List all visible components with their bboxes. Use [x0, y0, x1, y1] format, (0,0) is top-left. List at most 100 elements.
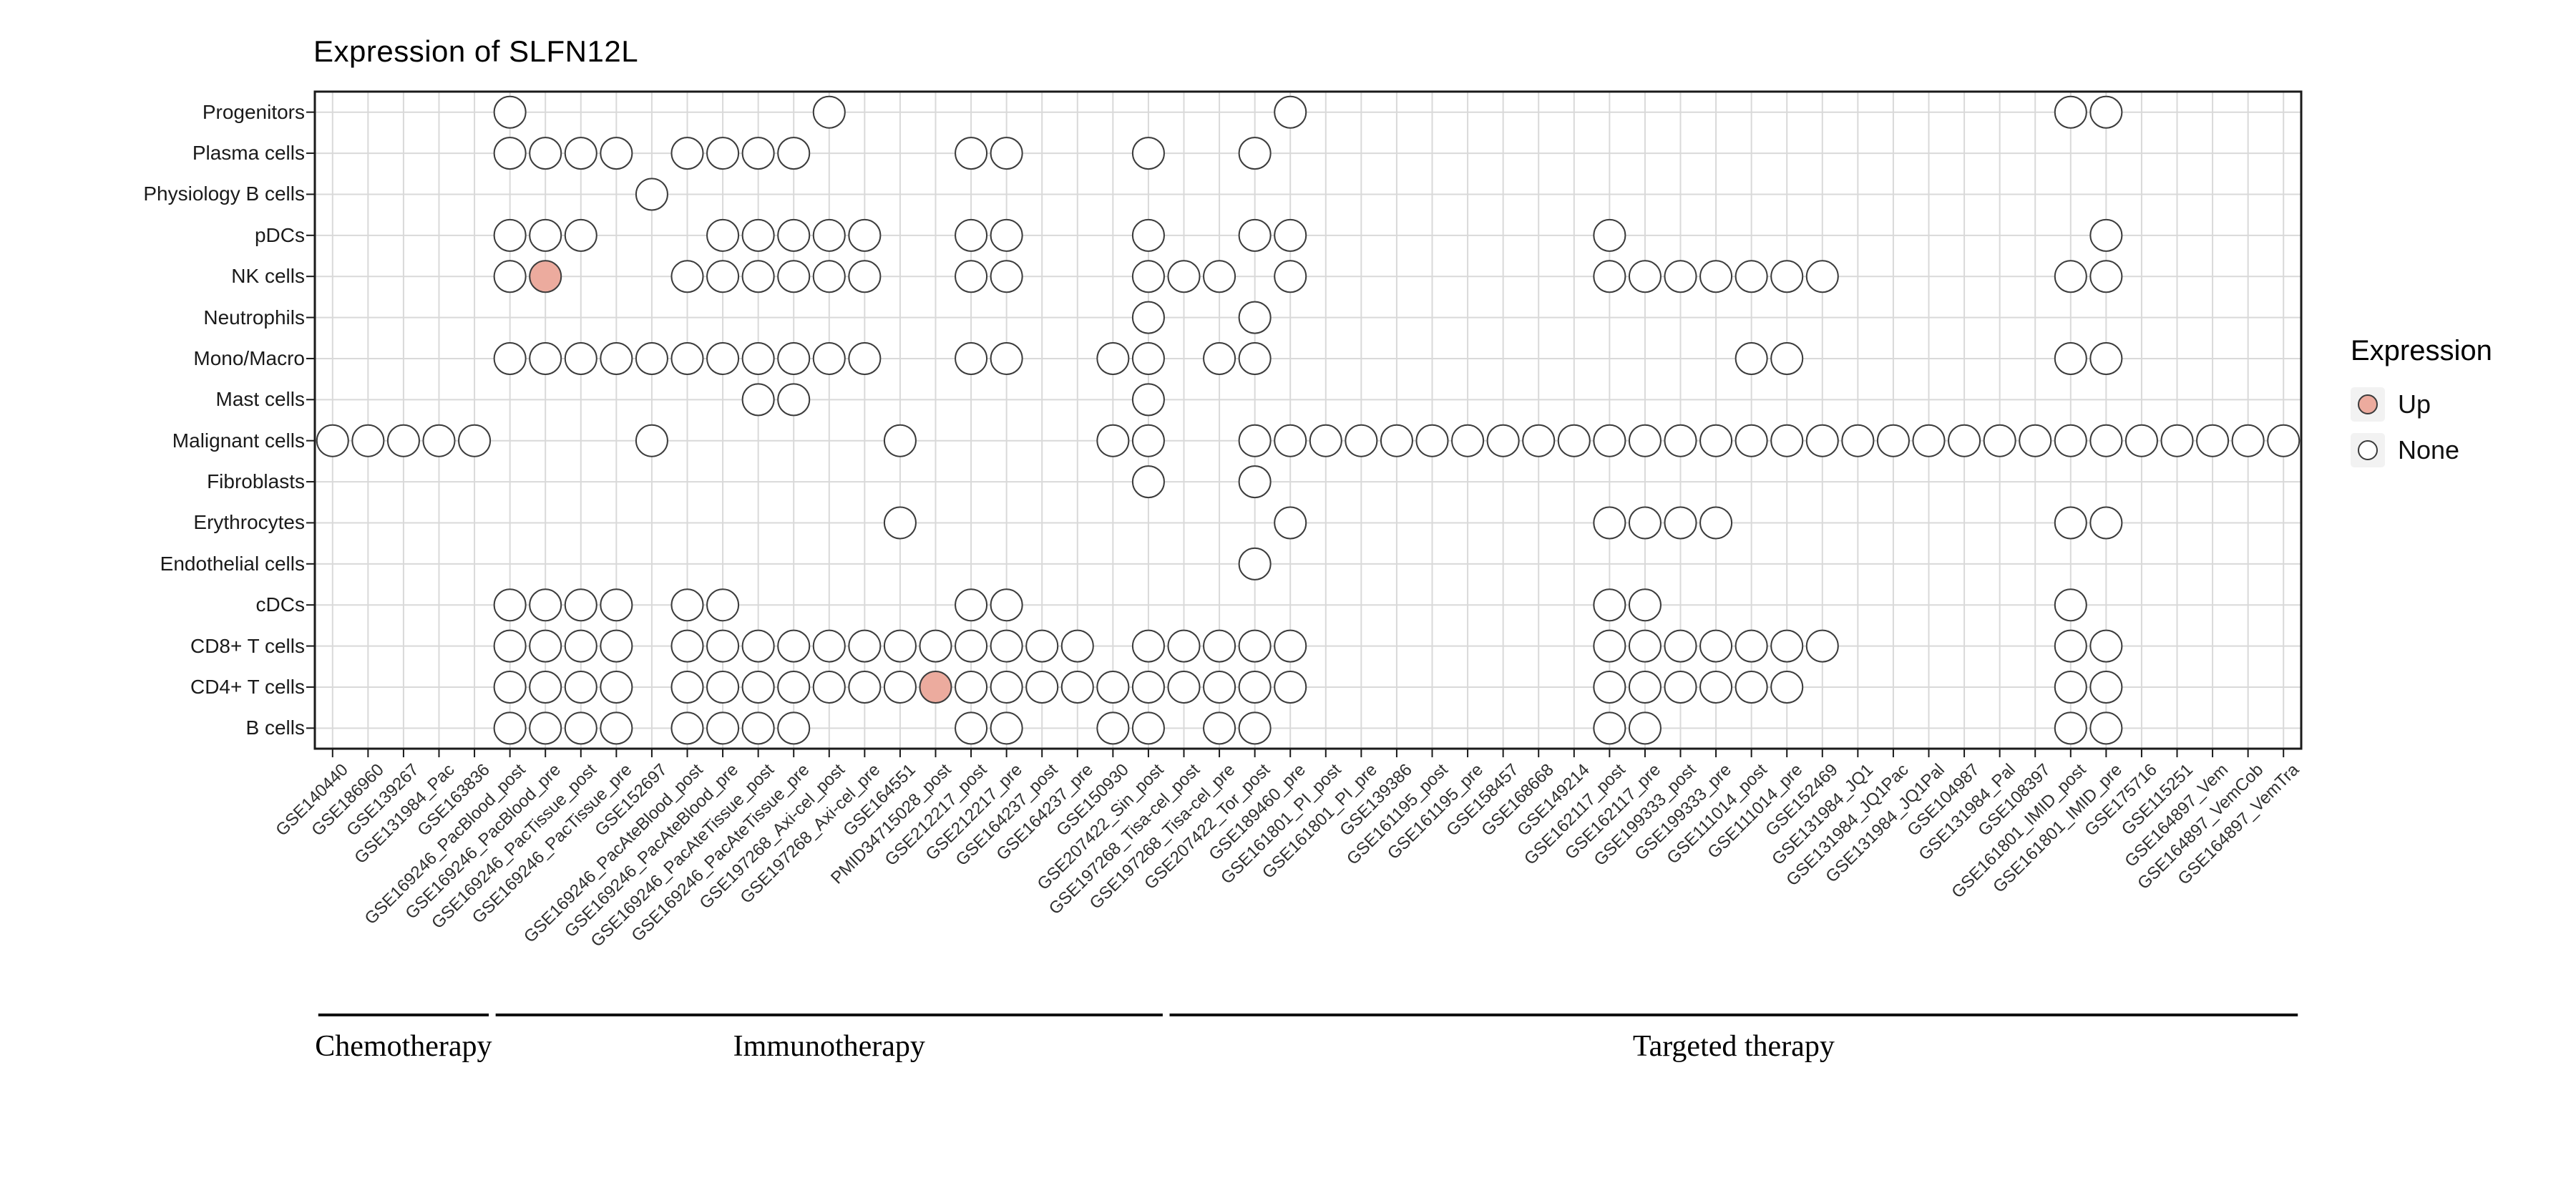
dot-none — [990, 711, 1023, 745]
dot-none — [1096, 424, 1130, 457]
dot-none — [2124, 424, 2158, 457]
dot-none — [529, 629, 562, 663]
dot-none — [564, 341, 597, 375]
dot-none — [1167, 670, 1201, 704]
dot-none — [1238, 137, 1272, 170]
dot-none — [1699, 629, 1733, 663]
dot-none — [812, 341, 846, 375]
dot-up — [529, 260, 562, 293]
dot-none — [812, 218, 846, 252]
dot-none — [670, 711, 704, 745]
dot-none — [2054, 506, 2087, 540]
dot-none — [955, 260, 988, 293]
legend-up-dot — [2358, 394, 2378, 414]
dot-none — [2054, 341, 2087, 375]
dot-none — [1593, 260, 1626, 293]
dot-none — [777, 137, 811, 170]
dot-none — [990, 670, 1023, 704]
dot-none — [1593, 711, 1626, 745]
dot-none — [706, 137, 740, 170]
dot-none — [670, 670, 704, 704]
dot-none — [1131, 465, 1165, 499]
dot-none — [848, 341, 882, 375]
dot-none — [493, 629, 527, 663]
legend-none-dot — [2358, 440, 2378, 460]
dot-none — [1309, 424, 1342, 457]
dot-none — [1096, 670, 1130, 704]
dot-none — [990, 341, 1023, 375]
dot-none — [1203, 711, 1236, 745]
dot-none — [1948, 424, 1981, 457]
dot-none — [1131, 218, 1165, 252]
dot-none — [1699, 260, 1733, 293]
dot-none — [600, 711, 633, 745]
dot-none — [1522, 424, 1556, 457]
dot-none — [1628, 711, 1662, 745]
dot-none — [1025, 670, 1059, 704]
dot-none — [777, 711, 811, 745]
dot-none — [1699, 424, 1733, 457]
dot-none — [741, 670, 775, 704]
dot-none — [1274, 424, 1307, 457]
dot-none — [2267, 424, 2301, 457]
dot-none — [1238, 670, 1272, 704]
dot-none — [1628, 629, 1662, 663]
dot-none — [1770, 670, 1804, 704]
dot-none — [777, 383, 811, 417]
dot-none — [1735, 629, 1768, 663]
dot-none — [1593, 629, 1626, 663]
dot-none — [955, 341, 988, 375]
dot-none — [1805, 424, 1839, 457]
dot-none — [883, 670, 917, 704]
dot-none — [1699, 506, 1733, 540]
dot-none — [1131, 137, 1165, 170]
dot-none — [741, 341, 775, 375]
dots — [316, 95, 2301, 745]
panel-border — [313, 90, 2303, 750]
dot-none — [848, 260, 882, 293]
dot-none — [2231, 424, 2265, 457]
dot-none — [812, 670, 846, 704]
dot-none — [529, 218, 562, 252]
dot-none — [741, 629, 775, 663]
dot-none — [955, 711, 988, 745]
dot-none — [777, 670, 811, 704]
dot-none — [2054, 670, 2087, 704]
dot-none — [706, 629, 740, 663]
dot-none — [351, 424, 385, 457]
dot-none — [1486, 424, 1520, 457]
dot-none — [1274, 670, 1307, 704]
dot-none — [1628, 588, 1662, 622]
legend-title: Expression — [2351, 335, 2492, 366]
dot-none — [1238, 424, 1272, 457]
legend-label-none: None — [2398, 435, 2460, 465]
dot-none — [1876, 424, 1910, 457]
dot-none — [2054, 588, 2087, 622]
dot-none — [1131, 341, 1165, 375]
dot-none — [990, 629, 1023, 663]
dot-none — [1770, 629, 1804, 663]
legend-none-dot-icon — [2358, 440, 2378, 460]
dot-none — [2196, 424, 2230, 457]
dot-none — [529, 670, 562, 704]
dot-none — [1238, 301, 1272, 334]
legend-key-none — [2351, 433, 2385, 467]
dot-none — [1628, 670, 1662, 704]
legend-key-up — [2351, 387, 2385, 422]
dot-none — [706, 260, 740, 293]
dot-none — [1628, 260, 1662, 293]
dot-none — [1593, 424, 1626, 457]
dot-none — [1593, 670, 1626, 704]
dot-none — [458, 424, 492, 457]
dot-none — [883, 506, 917, 540]
dot-none — [990, 218, 1023, 252]
dot-none — [1096, 341, 1130, 375]
dot-none — [635, 341, 668, 375]
dot-none — [990, 137, 1023, 170]
dot-none — [1628, 506, 1662, 540]
legend-item-none: None — [2351, 433, 2492, 467]
dot-none — [848, 670, 882, 704]
dot-none — [848, 629, 882, 663]
